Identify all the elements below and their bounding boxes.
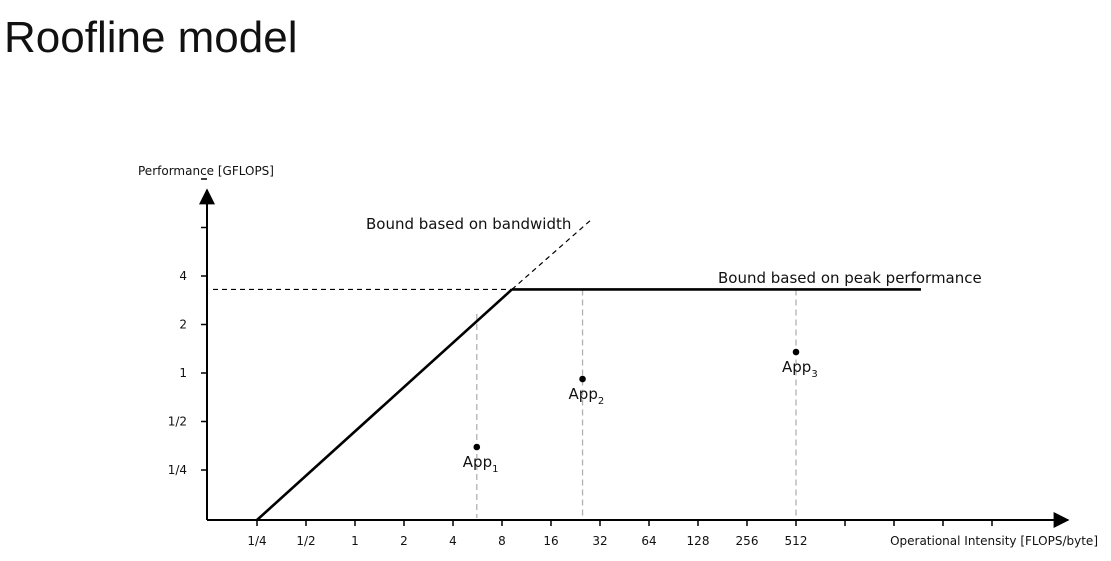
bandwidth-bound-line: [256, 288, 513, 521]
app-label: App3: [782, 358, 818, 380]
x-tick-label: 512: [785, 534, 808, 548]
x-tick-label: 4: [449, 534, 457, 548]
x-tick-label: 8: [498, 534, 506, 548]
app-points: App1 App2 App3: [463, 348, 818, 475]
bandwidth-bound-label: Bound based on bandwidth: [366, 215, 571, 233]
guide-lines: [476, 289, 797, 518]
x-tick-label: 2: [400, 534, 408, 548]
y-axis-label: Performance [GFLOPS]: [138, 164, 274, 178]
tick-group: 1/4 1/2 1 2 4 8 16 32 64 128 256 512 1/4 1/2 1 2 4: [168, 178, 993, 548]
x-tick-label: 1/4: [247, 534, 266, 548]
app-point: [792, 348, 800, 356]
app-point: [473, 443, 481, 451]
app-point: [579, 375, 586, 383]
y-tick-label: 1: [179, 366, 187, 380]
x-tick-label: 256: [736, 534, 759, 548]
x-tick-label: 1/2: [296, 534, 315, 548]
page-title: Roofline model: [4, 13, 298, 62]
x-tick-label: 128: [687, 534, 710, 548]
peak-bound-label: Bound based on peak performance: [718, 269, 982, 287]
y-tick-label: 2: [179, 318, 187, 332]
y-tick-label: 1/2: [168, 415, 187, 429]
x-axis-label: Operational Intensity [FLOPS/byte]: [890, 534, 1098, 548]
x-tick-label: 32: [592, 534, 607, 548]
y-tick-label: 1/4: [168, 463, 187, 477]
y-tick-label: 4: [179, 269, 187, 283]
x-tick-label: 1: [351, 534, 359, 548]
x-tick-label: 64: [641, 534, 656, 548]
app-label: App1: [463, 453, 499, 475]
app-label: App2: [569, 385, 605, 407]
x-tick-label: 16: [543, 534, 558, 548]
